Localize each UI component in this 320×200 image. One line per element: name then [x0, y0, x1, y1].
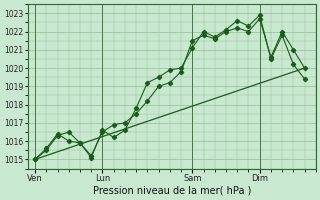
X-axis label: Pression niveau de la mer( hPa ): Pression niveau de la mer( hPa ) [92, 186, 251, 196]
